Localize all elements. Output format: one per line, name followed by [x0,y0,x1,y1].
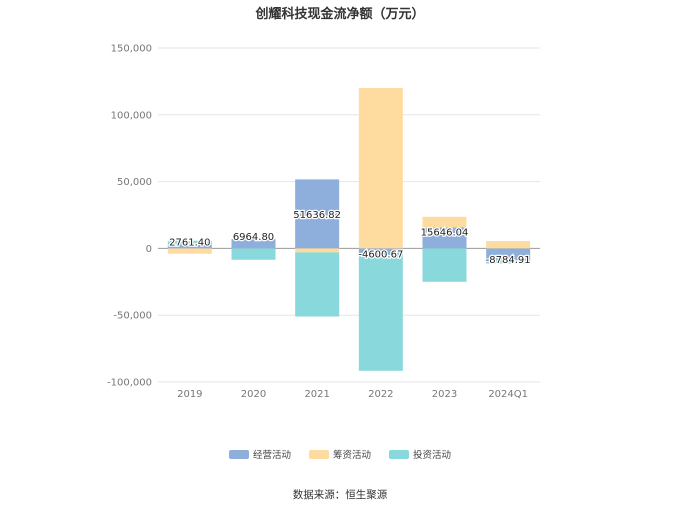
legend-label: 筹资活动 [332,450,371,461]
data-label: 6964.80 [233,232,274,243]
bar-segment [295,248,340,253]
bar-segment [422,216,467,228]
y-axis: 150,000 100,000 50,000 0 -50,000 -100,000 [107,44,152,389]
legend-swatch [308,449,329,459]
bar-segment [358,254,403,371]
bar-segment [295,252,340,317]
legend-swatch [389,449,409,459]
bar-segment [231,248,276,260]
legend-item[interactable]: 筹资活动 [308,447,371,461]
legend-label: 投资活动 [413,450,452,461]
x-tick-label: 2024Q1 [488,389,528,400]
data-label: -4600.67 [358,250,403,261]
x-tick-label: 2019 [177,389,202,400]
x-tick-label: 2021 [304,389,329,400]
legend-item[interactable]: 投资活动 [389,447,451,461]
gridlines [158,47,540,383]
y-tick-label: 100,000 [111,110,152,121]
chart-title: 创耀科技现金流净额（万元） [255,7,425,22]
y-tick-label: 0 [146,244,152,255]
x-axis: 2019 2020 2021 2022 2023 2024Q1 [177,389,528,400]
y-tick-label: 50,000 [117,177,152,188]
data-label: 2761.40 [169,238,210,249]
x-tick-label: 2023 [432,389,457,400]
legend-item[interactable]: 经营活动 [228,447,291,461]
bar-segment [167,240,212,245]
bar-segment [486,260,531,264]
bar-segment [486,241,531,249]
data-labels: 2761.40 6964.80 51636.82 -4600.67 15646.04 -8… [168,209,532,268]
legend: 经营活动 筹资活动 投资活动 [0,446,680,462]
data-label: 51636.82 [293,210,341,221]
y-tick-label: 150,000 [111,44,152,55]
bar-segment [167,244,212,249]
bar-segment [358,88,403,249]
data-label: -8784.91 [486,255,531,266]
bar-segment [358,248,403,255]
bars [167,88,531,371]
bar-segment [486,248,531,261]
data-label: 15646.04 [421,227,469,238]
source-note: 数据来源：恒生聚源 [292,489,388,501]
x-tick-label: 2020 [241,389,266,400]
bar-segment [167,248,212,254]
bar-segment [422,227,467,249]
x-tick-label: 2022 [368,389,393,400]
legend-label: 经营活动 [252,450,291,461]
legend-swatch [228,449,249,459]
y-tick-label: -100,000 [107,378,152,389]
bar-segment [422,248,467,282]
bar-segment [295,179,340,249]
y-tick-label: -50,000 [113,311,152,322]
bar-segment [231,239,276,249]
